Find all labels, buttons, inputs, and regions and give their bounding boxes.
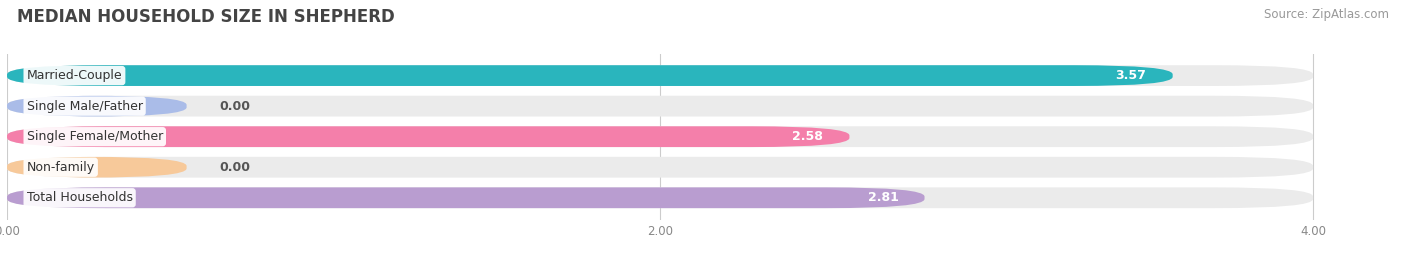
Text: Total Households: Total Households (27, 191, 132, 204)
FancyBboxPatch shape (7, 126, 849, 147)
Text: Source: ZipAtlas.com: Source: ZipAtlas.com (1264, 8, 1389, 21)
Text: MEDIAN HOUSEHOLD SIZE IN SHEPHERD: MEDIAN HOUSEHOLD SIZE IN SHEPHERD (17, 8, 395, 26)
Text: Married-Couple: Married-Couple (27, 69, 122, 82)
FancyBboxPatch shape (7, 187, 925, 208)
Text: 2.81: 2.81 (868, 191, 898, 204)
FancyBboxPatch shape (7, 157, 1313, 178)
FancyBboxPatch shape (7, 96, 187, 117)
Text: 0.00: 0.00 (219, 161, 250, 174)
Text: 3.57: 3.57 (1116, 69, 1146, 82)
FancyBboxPatch shape (7, 65, 1313, 86)
FancyBboxPatch shape (7, 65, 1173, 86)
FancyBboxPatch shape (7, 96, 1313, 117)
Text: Single Female/Mother: Single Female/Mother (27, 130, 163, 143)
Text: Non-family: Non-family (27, 161, 94, 174)
FancyBboxPatch shape (7, 126, 1313, 147)
Text: Single Male/Father: Single Male/Father (27, 100, 142, 113)
Text: 0.00: 0.00 (219, 100, 250, 113)
FancyBboxPatch shape (7, 187, 1313, 208)
Text: 2.58: 2.58 (793, 130, 824, 143)
FancyBboxPatch shape (7, 157, 187, 178)
